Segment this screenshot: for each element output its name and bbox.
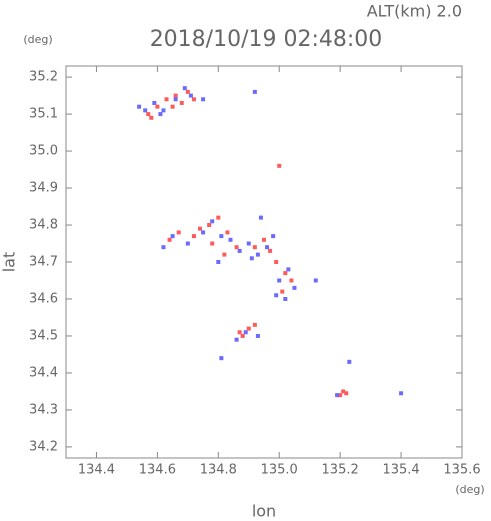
echo-point — [201, 230, 206, 235]
y-tick-label: 34.7 — [29, 255, 58, 270]
y-tick-label: 35.2 — [29, 70, 58, 85]
echo-point — [252, 245, 257, 250]
echo-point — [228, 237, 233, 242]
echo-point — [313, 278, 318, 283]
echo-point — [210, 241, 215, 246]
echo-point — [179, 100, 184, 105]
x-unit: (deg) — [455, 483, 484, 496]
echo-point — [158, 112, 163, 117]
y-tick-label: 34.4 — [29, 365, 58, 380]
echo-point — [341, 389, 346, 394]
echo-point — [258, 215, 263, 220]
echo-point — [219, 356, 224, 361]
echo-point — [146, 112, 151, 117]
y-tick-label: 34.8 — [29, 218, 58, 233]
echo-point — [289, 278, 294, 283]
echo-point — [243, 330, 248, 335]
echo-point — [268, 248, 273, 253]
echo-point — [286, 267, 291, 272]
y-tick-label: 34.2 — [29, 439, 58, 454]
echo-point — [185, 89, 190, 94]
echo-point — [283, 271, 288, 276]
echo-point — [262, 237, 266, 242]
echo-point — [277, 163, 282, 168]
echo-point — [274, 293, 279, 298]
y-tick-label: 35.1 — [29, 107, 58, 122]
chart-title: 2018/10/19 02:48:00 — [150, 27, 383, 52]
echo-point — [234, 245, 239, 250]
echo-point — [225, 230, 230, 235]
echo-point — [143, 108, 148, 113]
echo-point — [173, 93, 178, 98]
echo-point — [277, 278, 282, 283]
echo-point — [185, 241, 190, 246]
echo-point — [201, 97, 206, 102]
y-tick-label: 34.3 — [29, 402, 58, 417]
echo-point — [161, 245, 166, 250]
echo-point — [222, 252, 227, 257]
y-axis-label: lat — [0, 252, 19, 273]
echo-point — [161, 108, 166, 113]
echo-point — [155, 104, 160, 109]
echo-point — [170, 234, 175, 239]
echo-point — [292, 285, 297, 290]
echo-point — [164, 97, 169, 102]
echo-point — [246, 326, 251, 331]
echo-point — [255, 333, 260, 338]
y-tick-label: 35.0 — [29, 144, 58, 159]
x-tick-label: 135.6 — [443, 463, 480, 478]
echo-point — [188, 93, 193, 98]
echo-point — [338, 393, 343, 398]
echo-point — [207, 223, 212, 228]
echo-point — [335, 393, 340, 398]
echo-point — [237, 330, 242, 335]
chart-subtitle: ALT(km) 2.0 — [367, 2, 462, 21]
echo-point — [176, 230, 181, 235]
echo-point — [255, 252, 260, 257]
echo-point — [137, 104, 142, 109]
echo-point — [274, 260, 279, 264]
echo-point — [280, 289, 285, 294]
x-tick-label: 135.0 — [261, 463, 298, 478]
echo-point — [237, 248, 242, 253]
echo-point — [249, 256, 254, 261]
y-tick-label: 34.6 — [29, 291, 58, 306]
echo-point — [252, 322, 257, 327]
echo-point — [283, 296, 288, 301]
x-tick-label: 134.6 — [139, 463, 176, 478]
echo-point — [191, 234, 196, 239]
echo-point — [240, 333, 245, 338]
echo-point — [216, 215, 221, 220]
x-tick-label: 135.4 — [382, 463, 419, 478]
x-tick-label: 134.8 — [200, 463, 237, 478]
echo-point — [210, 219, 215, 224]
echo-point — [347, 359, 352, 364]
echo-point — [271, 234, 276, 239]
echo-point — [170, 104, 175, 109]
echo-point — [234, 337, 239, 342]
echo-point — [344, 391, 349, 396]
echo-point — [198, 226, 203, 231]
echo-point — [182, 86, 187, 91]
x-tick-label: 134.4 — [78, 463, 115, 478]
echo-point — [167, 237, 172, 242]
echo-point — [252, 89, 257, 94]
echo-point — [152, 100, 157, 105]
echo-point — [216, 260, 221, 264]
echo-point — [173, 97, 178, 102]
y-tick-label: 34.5 — [29, 328, 58, 343]
plot-frame — [65, 65, 463, 459]
echo-point — [149, 115, 154, 120]
x-axis-label: lon — [252, 502, 276, 521]
echo-point — [246, 241, 251, 246]
echo-point — [265, 245, 270, 250]
echo-point — [219, 234, 224, 239]
echo-point — [399, 391, 404, 396]
y-unit: (deg) — [23, 33, 52, 46]
y-tick-label: 34.9 — [29, 181, 58, 196]
x-tick-label: 135.2 — [322, 463, 359, 478]
echo-point — [191, 97, 196, 102]
